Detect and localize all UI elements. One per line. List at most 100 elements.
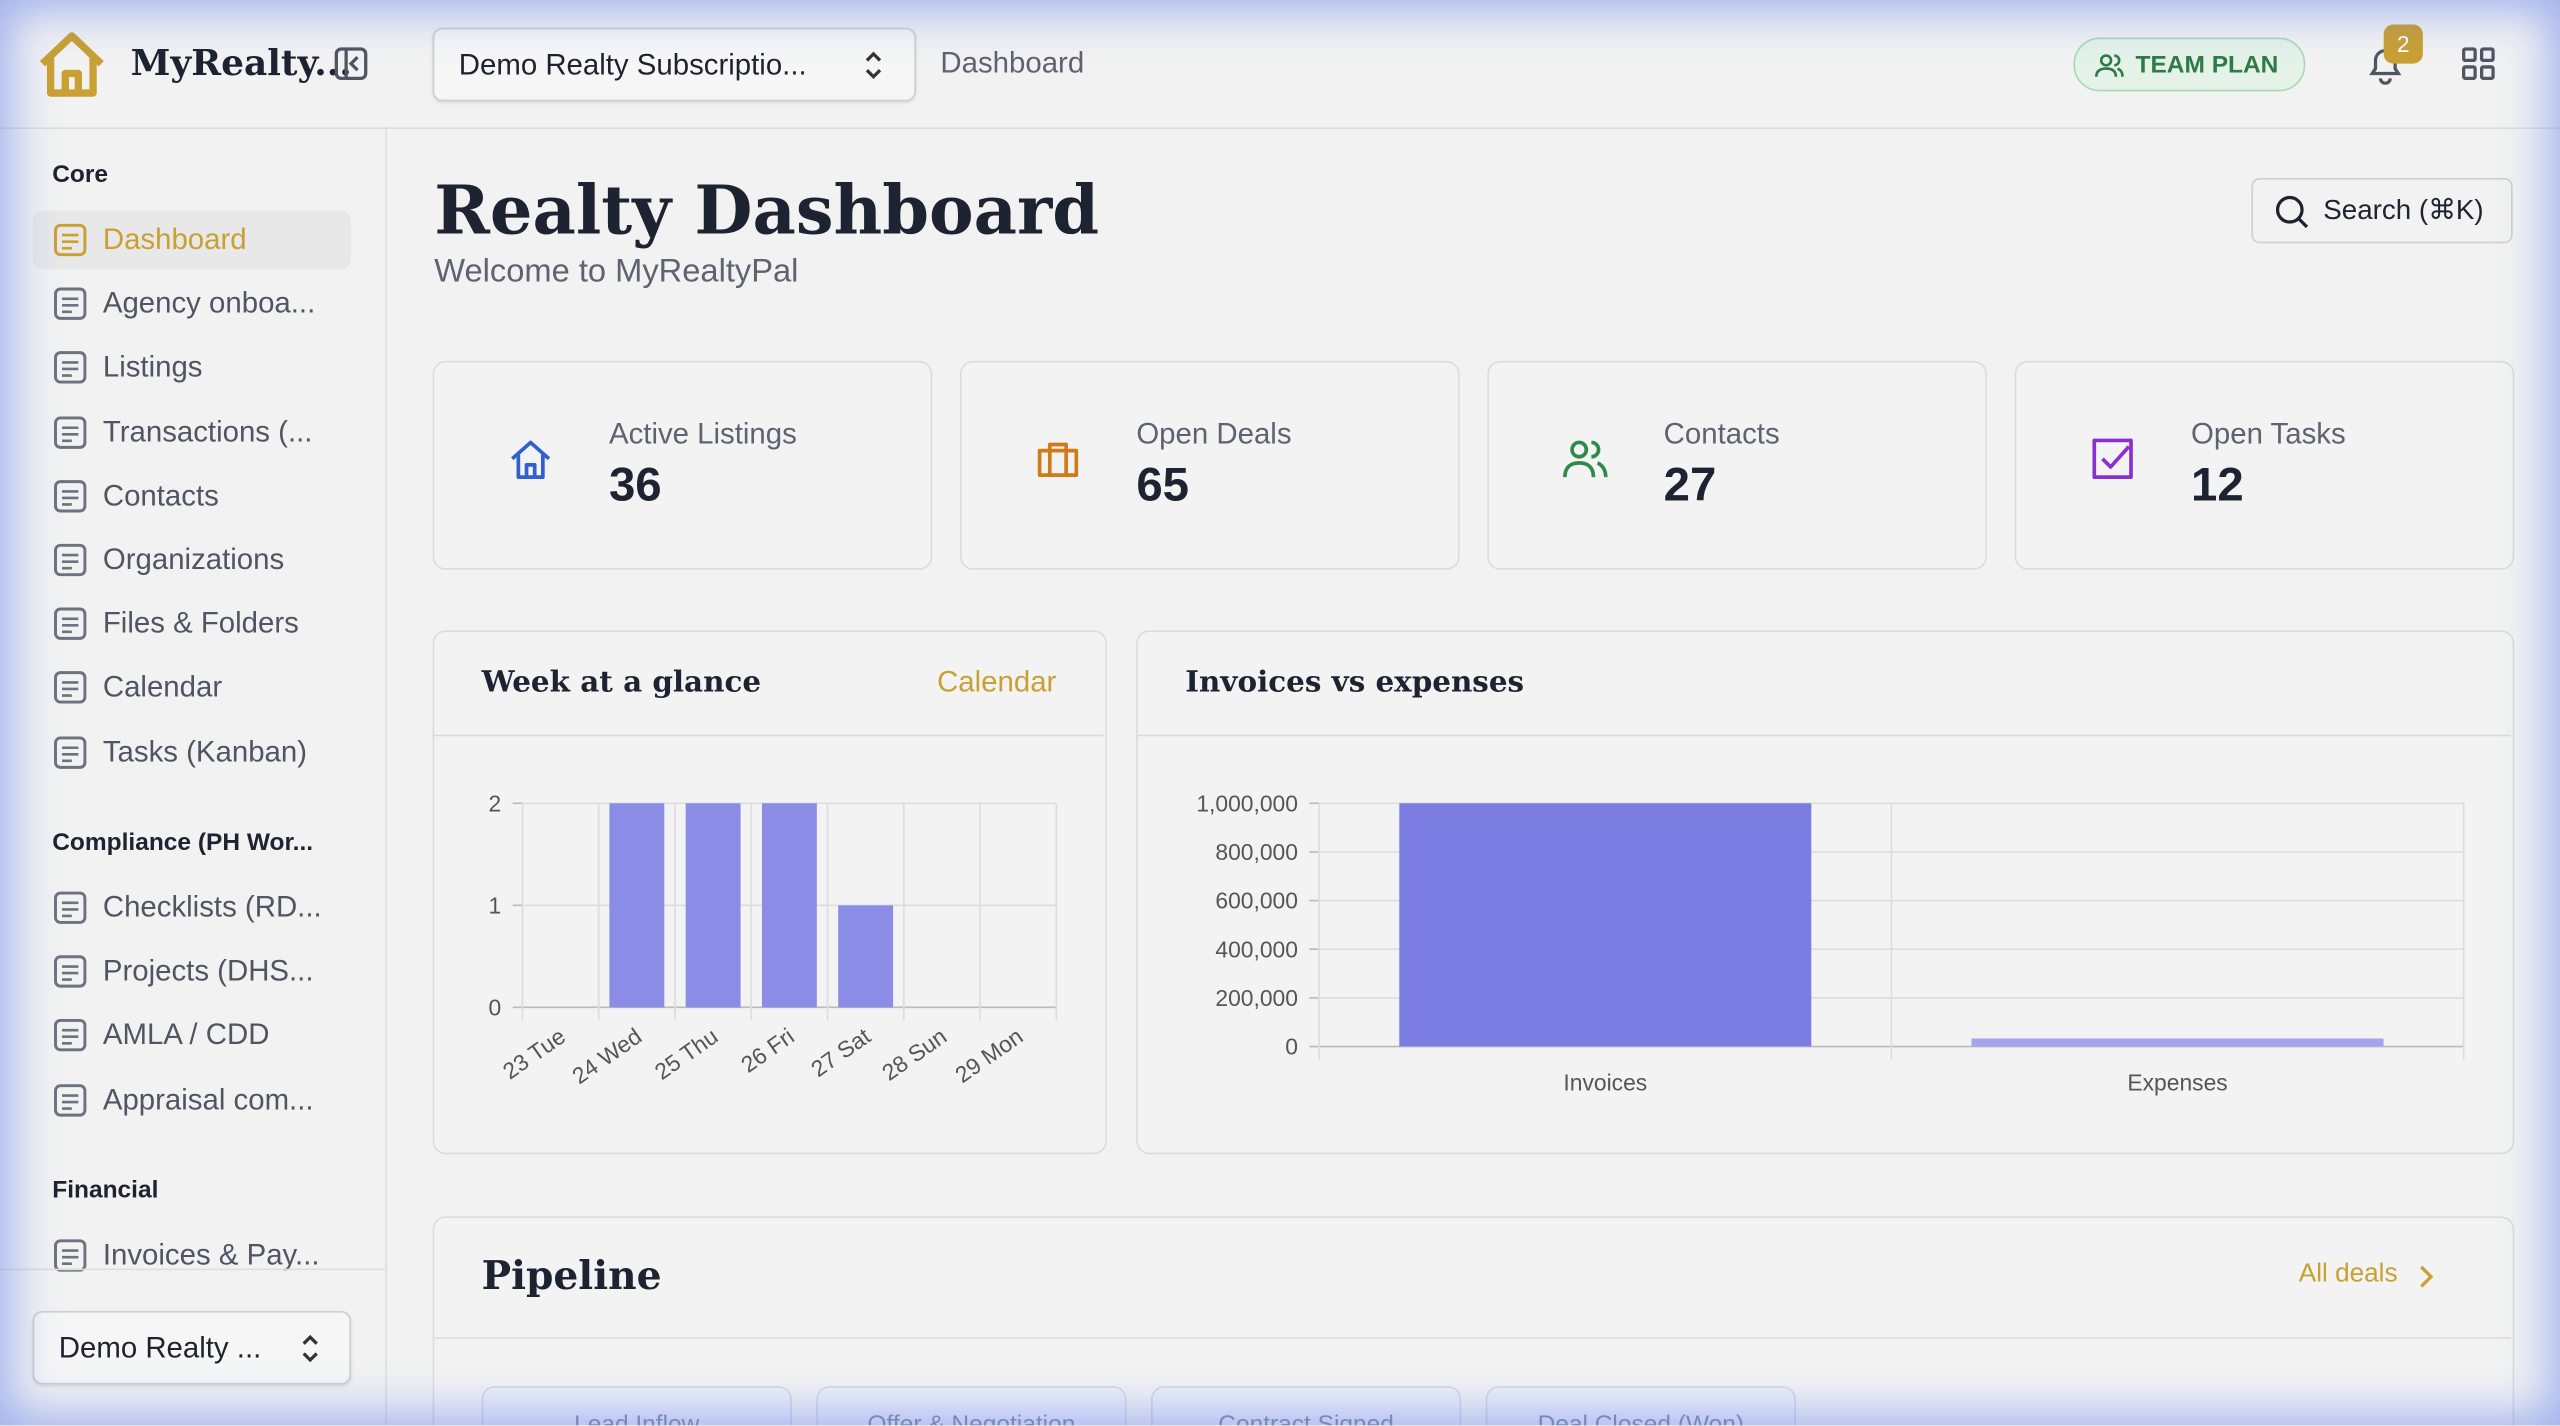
nav-icon xyxy=(54,287,87,321)
agency-select[interactable]: Demo Realty ... xyxy=(32,1311,352,1385)
apps-button[interactable] xyxy=(2460,46,2496,82)
icon-shape xyxy=(62,361,79,378)
nav-item[interactable]: Files & Folders xyxy=(33,595,351,654)
icon-shape xyxy=(54,351,87,385)
icon-shape xyxy=(54,1239,87,1272)
nav-item[interactable]: Appraisal com... xyxy=(33,1070,351,1129)
card-title: Invoices vs expenses xyxy=(1185,665,1525,700)
nav-label: Organizations xyxy=(102,542,285,576)
subscription-select[interactable]: Demo Realty Subscriptio... xyxy=(432,27,916,102)
plan-icon xyxy=(2095,54,2124,77)
pipeline-title: Pipeline xyxy=(481,1251,662,1299)
icon-shape xyxy=(54,415,87,449)
divider xyxy=(434,1337,2512,1339)
icon-shape xyxy=(54,1019,87,1052)
stat-card: Contacts 27 xyxy=(1487,360,1987,570)
nav-icon xyxy=(54,223,87,257)
stat-label: Active Listings xyxy=(608,417,797,450)
search-icon xyxy=(2275,195,2309,229)
search-button[interactable]: Search (⌘K) xyxy=(2251,177,2513,244)
nav-item[interactable]: Checklists (RD... xyxy=(33,878,351,937)
nav-item[interactable]: Dashboard xyxy=(32,210,352,270)
search-text: Search (⌘K) xyxy=(2323,194,2484,226)
nav-icon xyxy=(54,735,87,769)
nav-icon xyxy=(54,415,87,449)
breadcrumb: Dashboard xyxy=(940,46,1085,80)
collapse-button[interactable] xyxy=(333,46,369,82)
chevrons xyxy=(865,51,882,80)
nav-icon xyxy=(54,543,87,577)
calendar-link[interactable]: Calendar xyxy=(937,665,1057,698)
nav-item[interactable]: Agency onboa... xyxy=(33,275,351,334)
section-title: Compliance (PH Wor... xyxy=(52,828,314,857)
sidebar xyxy=(0,127,387,1426)
icon-shape xyxy=(54,223,87,257)
icon-shape xyxy=(54,543,87,577)
icon-shape xyxy=(54,607,87,641)
nav-icon xyxy=(54,1019,87,1052)
stat-icon xyxy=(1037,442,1079,477)
topbar xyxy=(0,0,2560,129)
plan-badge: TEAM PLAN xyxy=(2073,37,2306,92)
nav-label: Transactions (... xyxy=(102,414,313,448)
nav-item[interactable]: Invoices & Pay... xyxy=(33,1226,351,1285)
nav-icon xyxy=(54,671,87,705)
brand: MyRealty... xyxy=(130,42,352,85)
icon-shape xyxy=(62,681,79,698)
notification-badge: 2 xyxy=(2383,24,2423,64)
nav-item[interactable]: Organizations xyxy=(33,531,351,590)
nav-icon xyxy=(54,479,87,513)
stat-value: 27 xyxy=(1663,459,1717,512)
icon-shape xyxy=(54,955,87,988)
nav-label: Tasks (Kanban) xyxy=(102,734,308,768)
nav-label: Dashboard xyxy=(102,222,247,256)
stage-label: Deal Closed (Won) xyxy=(1537,1410,1745,1426)
stat-label: Open Tasks xyxy=(2191,417,2346,450)
icon-shape xyxy=(54,735,87,769)
nav-icon xyxy=(54,351,87,385)
stage-tab[interactable]: Contract Signed xyxy=(1151,1386,1462,1426)
nav-item[interactable]: Tasks (Kanban) xyxy=(33,723,351,782)
stat-card: Active Listings 36 xyxy=(432,360,933,570)
icon-shape xyxy=(2092,438,2133,479)
nav-item[interactable]: Calendar xyxy=(33,659,351,718)
icon-shape xyxy=(62,745,79,762)
icon-shape xyxy=(62,1249,79,1265)
stage-label: Lead Inflow xyxy=(574,1410,700,1426)
nav-icon xyxy=(54,955,87,988)
nav-item[interactable]: AMLA / CDD xyxy=(33,1006,351,1065)
stage-tab[interactable]: Offer & Negotiation xyxy=(816,1386,1127,1426)
logo[interactable] xyxy=(36,28,108,100)
chevrons xyxy=(302,1334,318,1363)
stage-label: Offer & Negotiation xyxy=(867,1410,1076,1426)
stage-tab[interactable]: Lead Inflow xyxy=(481,1386,792,1426)
nav-label: AMLA / CDD xyxy=(102,1018,270,1052)
stat-card: Open Tasks 12 xyxy=(2014,360,2515,570)
nav-label: Invoices & Pay... xyxy=(102,1238,320,1272)
icon-shape xyxy=(62,233,79,250)
icon-shape xyxy=(1563,440,1608,478)
stat-value: 36 xyxy=(608,459,662,512)
icon-shape xyxy=(54,891,87,924)
nav-label: Files & Folders xyxy=(102,606,299,640)
nav-icon xyxy=(54,607,87,641)
stat-label: Contacts xyxy=(1663,417,1780,450)
all-deals-link[interactable]: All deals xyxy=(2298,1260,2398,1289)
nav-item[interactable]: Listings xyxy=(33,339,351,398)
icon-shape xyxy=(54,671,87,705)
nav-item[interactable]: Transactions (... xyxy=(33,403,351,462)
icon-shape xyxy=(62,553,79,570)
icon-shape xyxy=(62,1029,79,1046)
icon-shape xyxy=(54,479,87,513)
icon-shape xyxy=(511,440,551,479)
nav-item[interactable]: Projects (DHS... xyxy=(33,942,351,1001)
subscription-text: Demo Realty Subscriptio... xyxy=(458,48,807,81)
stat-icon xyxy=(1563,440,1608,478)
stat-card: Open Deals 65 xyxy=(959,360,1460,570)
nav-item[interactable]: Contacts xyxy=(33,467,351,526)
sidebar-divider xyxy=(0,1268,386,1271)
chevron xyxy=(2420,1265,2434,1288)
stage-tab[interactable]: Deal Closed (Won) xyxy=(1485,1386,1796,1426)
